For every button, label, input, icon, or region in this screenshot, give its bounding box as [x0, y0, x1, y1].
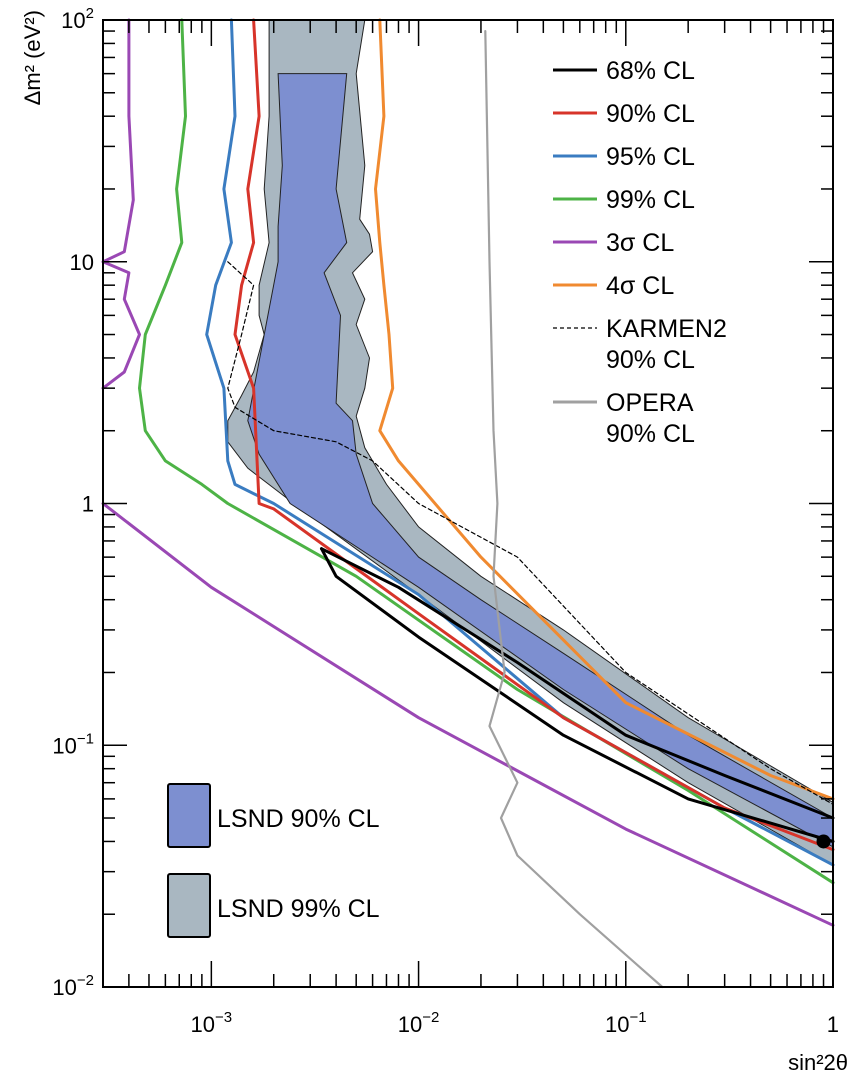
x-axis-title: sin²2θ: [788, 1050, 848, 1075]
band-lsnd-90-cl: [247, 73, 834, 848]
x-tick-label: 1: [827, 1012, 839, 1037]
band-legend: LSND 90% CL LSND 99% CL: [167, 783, 380, 938]
y-tick-label: 10−1: [52, 730, 94, 758]
lines-layer: [101, 18, 835, 989]
legend: 68% CL 90% CL 95% CL 99% CL 3σ CL 4σ CL KARMEN…: [553, 57, 727, 448]
bands-layer: [227, 19, 834, 866]
band-legend-swatch-0: [167, 783, 211, 848]
band-legend-swatch-1: [167, 873, 211, 938]
y-tick-label: 102: [61, 5, 94, 33]
x-tick-label: 10−2: [398, 1009, 440, 1037]
ticks-layer: [102, 19, 834, 988]
axis-labels: 10−3 10−2 10−1 1 10−2 10−1 1 10 102: [52, 5, 839, 1037]
legend-label-5: 4σ CL: [606, 272, 674, 300]
curve-3-cl-left: [101, 18, 141, 390]
legend-label-3: 99% CL: [606, 186, 695, 214]
curve-95-cl: [205, 18, 835, 867]
curve-opera-90-cl: [484, 30, 664, 989]
x-tick-label: 10−1: [605, 1009, 647, 1037]
band-legend-label-0: LSND 90% CL: [217, 805, 380, 833]
legend-label-1: 90% CL: [606, 100, 695, 128]
curve-karmen2-90-cl: [227, 261, 834, 805]
y-tick-label: 1: [82, 492, 94, 517]
y-tick-label: 10−2: [52, 972, 94, 1000]
legend-label-2: 95% CL: [606, 143, 695, 171]
y-axis-title: Δm² (eV²): [20, 10, 45, 105]
y-tick-label: 10: [70, 250, 94, 275]
curve-68-cl-upper: [320, 547, 835, 820]
legend-label-6: KARMEN2 90% CL: [606, 315, 727, 374]
legend-label-4: 3σ CL: [606, 229, 674, 257]
legend-label-0: 68% CL: [606, 57, 695, 85]
band-legend-label-1: LSND 99% CL: [217, 895, 380, 923]
curve-99-cl: [138, 18, 835, 885]
plot-frame: [102, 19, 834, 988]
curve-4-cl: [374, 18, 835, 801]
x-tick-label: 10−3: [191, 1009, 233, 1037]
curve-3-cl: [101, 502, 835, 927]
legend-label-7: OPERA 90% CL: [606, 389, 695, 448]
curve-68-cl: [320, 547, 835, 843]
curve-90-cl: [233, 18, 835, 852]
